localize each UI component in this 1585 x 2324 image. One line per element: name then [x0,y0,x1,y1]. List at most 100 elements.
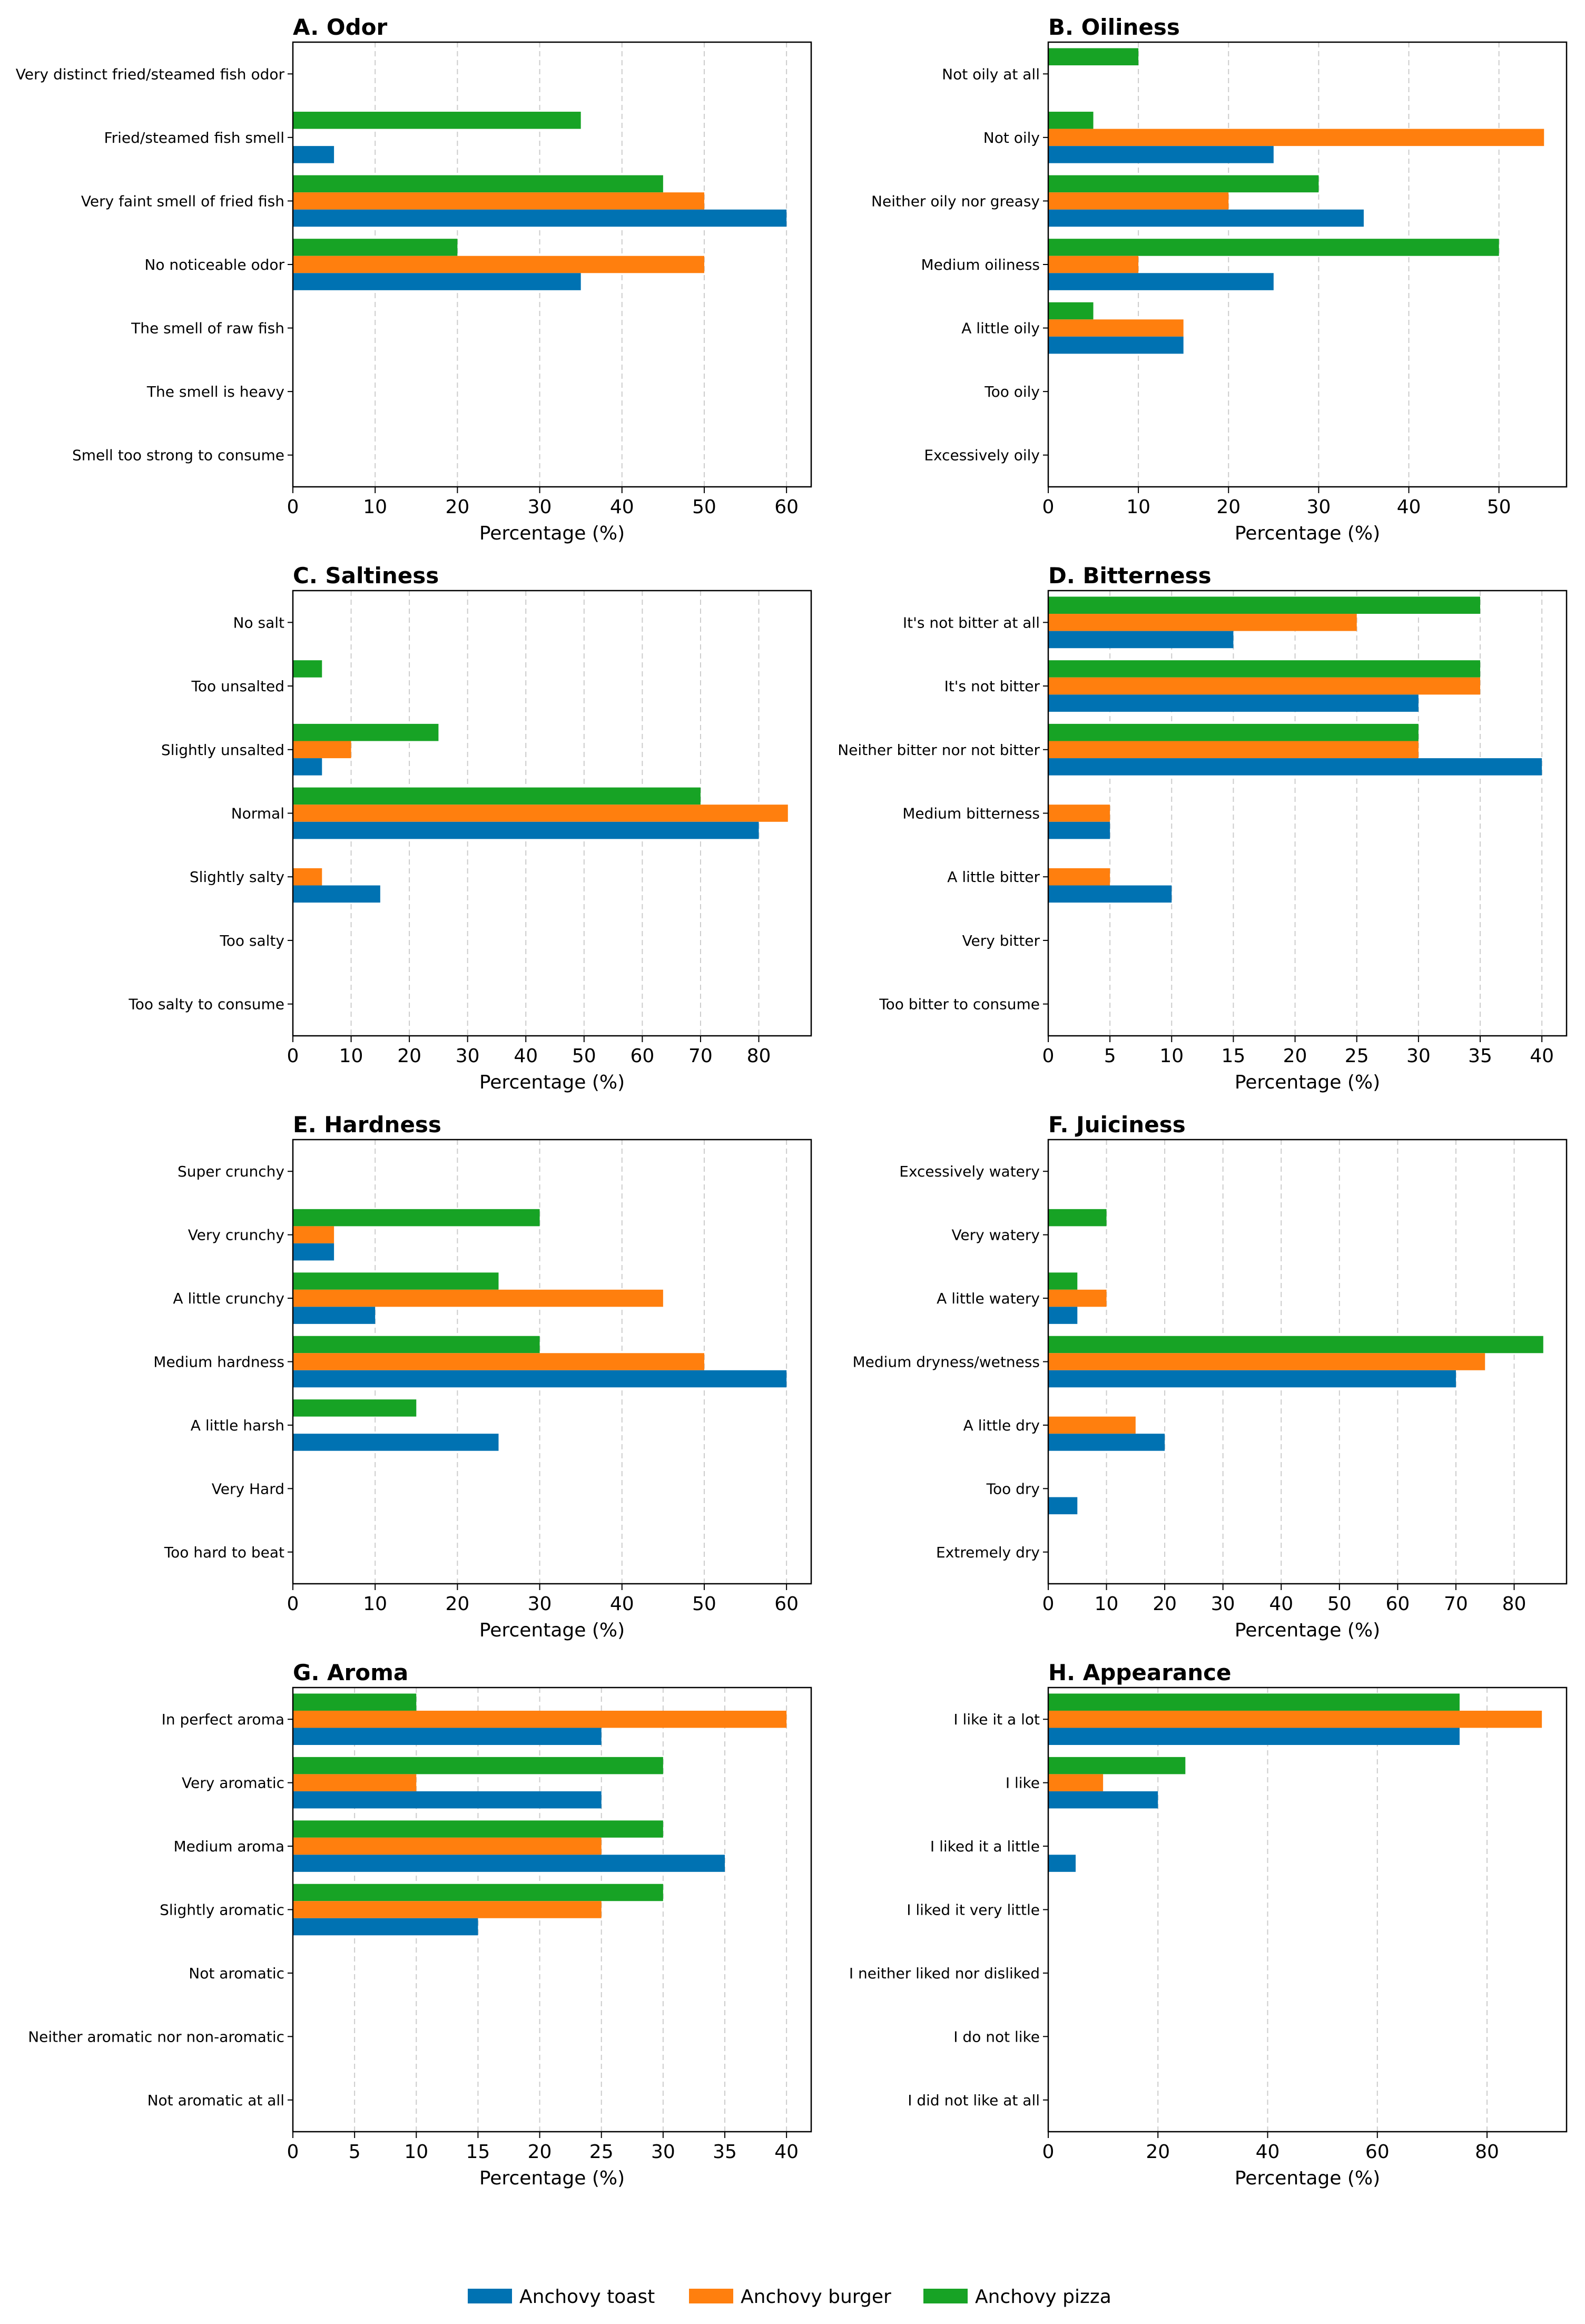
x-axis-label: Percentage (%) [479,523,625,544]
bar-toast [1048,885,1172,903]
bar-pizza [1048,112,1094,129]
x-tick-label: 5 [349,2141,361,2163]
chart-title: D. Bitterness [1048,563,1212,589]
x-axis-label: Percentage (%) [479,1620,625,1641]
bar-pizza [293,1336,540,1354]
y-tick-label: I liked it a little [930,1838,1040,1855]
bar-pizza [293,1820,663,1838]
y-tick-label: I neither liked nor disliked [849,1965,1040,1982]
x-tick-label: 25 [1345,1045,1369,1067]
y-tick-label: Too hard to beat [164,1544,284,1561]
bar-burger [1048,1710,1542,1728]
y-tick-label: Medium hardness [153,1354,284,1371]
bar-burger [293,868,322,886]
x-tick-label: 20 [397,1045,421,1067]
x-tick-label: 20 [445,1593,469,1615]
y-tick-label: It's not bitter [944,678,1040,695]
bar-toast [1048,273,1274,290]
y-tick-label: Too salty [219,932,284,949]
chart-title: H. Appearance [1048,1660,1232,1685]
y-tick-label: It's not bitter at all [903,614,1040,631]
x-axis-label: Percentage (%) [1235,1072,1380,1093]
bar-toast [1048,631,1234,649]
bar-pizza [1048,1693,1460,1711]
y-tick-label: Too dry [986,1480,1040,1497]
y-tick-label: Neither oily nor greasy [871,192,1040,210]
bar-pizza [293,239,458,256]
chart-title: A. Odor [293,14,387,40]
x-tick-label: 0 [287,2141,299,2163]
bar-pizza [1048,302,1094,320]
bar-burger [1048,1774,1104,1791]
x-tick-label: 50 [572,1045,596,1067]
y-tick-label: Excessively oily [924,447,1040,464]
x-axis-label: Percentage (%) [479,2168,625,2189]
x-tick-label: 0 [1042,496,1055,518]
bar-pizza [293,1884,663,1901]
bar-toast [293,1728,602,1745]
bar-toast [1048,694,1419,712]
legend-label-pizza: Anchovy pizza [975,2286,1111,2308]
y-tick-label: Too unsalted [191,678,284,695]
x-tick-label: 15 [466,2141,490,2163]
chart-panel-1: B. Oiliness Not oily at all Not oily Neithe… [871,14,1568,544]
legend-label-toast: Anchovy toast [519,2286,655,2308]
x-tick-label: 30 [1406,1045,1431,1067]
x-tick-label: 30 [528,1593,552,1615]
y-tick-label: Not aromatic at all [147,2092,284,2109]
legend-swatch-pizza [923,2289,968,2303]
bar-burger [293,1901,602,1918]
y-tick-label: Too oily [984,383,1040,400]
y-tick-label: Very watery [951,1227,1040,1244]
y-tick-label: Very aromatic [182,1774,284,1792]
bar-pizza [1048,723,1419,741]
x-tick-label: 40 [1397,496,1421,518]
bar-toast [293,885,380,903]
x-tick-label: 20 [1216,496,1241,518]
bar-pizza [1048,660,1480,678]
legend-swatch-toast [468,2289,512,2303]
x-tick-label: 60 [1385,1593,1410,1615]
y-tick-label: Too salty to consume [128,996,284,1013]
y-tick-label: The smell of raw fish [131,320,284,337]
chart-panels: A. Odor Very distinct fried/steamed fish … [16,14,1568,2189]
x-tick-label: 30 [651,2141,675,2163]
bar-toast [293,1855,725,1872]
chart-panel-7: H. Appearance I like it a lot I like I like… [849,1660,1568,2189]
x-tick-label: 50 [1327,1593,1352,1615]
bar-toast [293,1243,334,1261]
bar-toast [1048,758,1542,776]
bar-toast [1048,1855,1076,1872]
bar-pizza [293,1693,417,1711]
x-tick-label: 60 [630,1045,654,1067]
y-tick-label: A little harsh [191,1417,284,1434]
bar-toast [293,758,322,776]
x-tick-label: 80 [747,1045,771,1067]
bar-toast [1048,1791,1158,1809]
y-tick-label: Very Hard [212,1480,284,1497]
x-tick-label: 50 [692,496,716,518]
legend-label-burger: Anchovy burger [741,2286,891,2308]
x-tick-label: 20 [445,496,469,518]
x-tick-label: 50 [1487,496,1511,518]
bar-burger [293,192,704,210]
bar-toast [293,1370,787,1388]
bar-pizza [1048,175,1319,193]
bar-burger [1048,868,1110,886]
bar-toast [1048,336,1184,354]
y-tick-label: Very bitter [962,932,1040,949]
x-axis-label: Percentage (%) [1235,1620,1380,1641]
x-tick-label: 0 [287,1045,299,1067]
bar-toast [293,821,759,839]
x-tick-label: 80 [1475,2141,1499,2163]
y-tick-label: I do not like [953,2028,1040,2045]
bar-burger [293,1837,602,1855]
bar-toast [1048,821,1110,839]
bar-pizza [293,1272,499,1290]
bar-toast [293,1307,376,1324]
bar-pizza [293,723,439,741]
x-tick-label: 25 [589,2141,614,2163]
y-tick-label: Neither aromatic nor non-aromatic [28,2028,284,2045]
y-tick-label: Smell too strong to consume [72,447,284,464]
y-tick-label: I like [1006,1774,1040,1792]
